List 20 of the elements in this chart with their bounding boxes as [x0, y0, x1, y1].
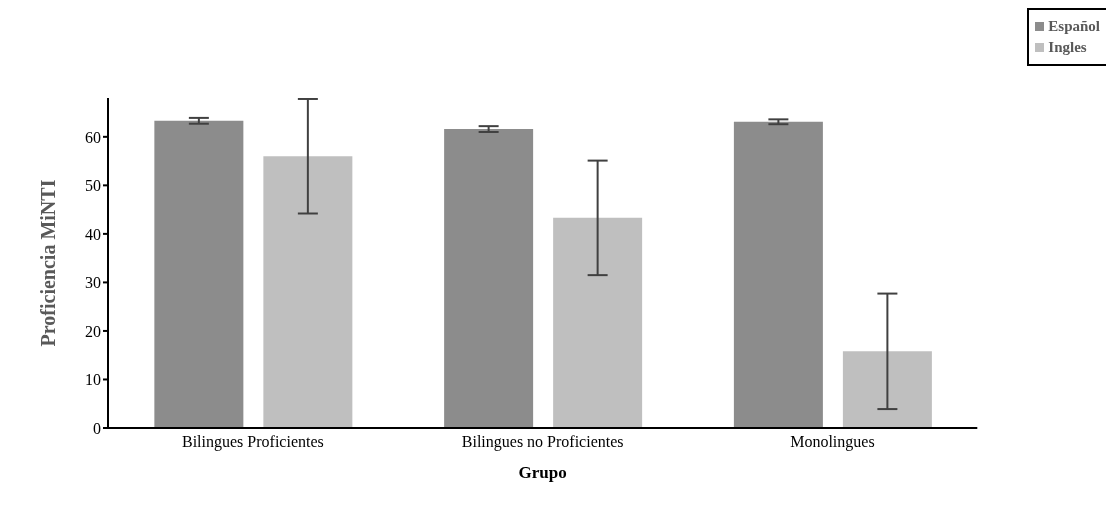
y-tick-label: 20	[85, 322, 101, 340]
bar	[842, 351, 932, 428]
y-tick-label: 10	[85, 371, 101, 389]
legend-label: Español	[1048, 18, 1100, 35]
y-tick-label: 0	[93, 419, 101, 437]
x-tick-label: Bilingues no Proficientes	[461, 433, 624, 452]
bar	[553, 217, 643, 428]
x-tick-label: Bilingues Proficientes	[182, 433, 324, 452]
x-axis-title: Grupo	[518, 463, 567, 482]
y-tick-label: 60	[85, 128, 101, 146]
y-tick-label: 40	[85, 225, 101, 243]
legend-label: Ingles	[1048, 39, 1087, 56]
y-tick-label: 50	[85, 177, 101, 195]
y-tick-label: 30	[85, 274, 101, 292]
bar	[263, 156, 353, 428]
bar	[444, 129, 534, 428]
bar	[154, 120, 244, 428]
bar	[733, 121, 823, 428]
x-tick-label: Monolingues	[790, 433, 875, 452]
y-axis-title: Proficiencia MiNTI	[37, 179, 60, 347]
